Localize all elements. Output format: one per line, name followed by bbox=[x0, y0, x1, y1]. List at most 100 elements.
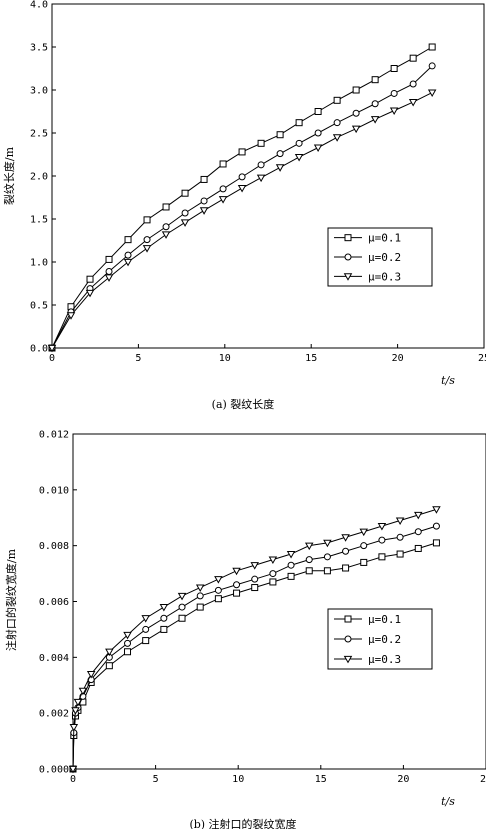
y-tick-label: 0.010 bbox=[39, 485, 69, 496]
data-point bbox=[314, 108, 322, 115]
data-point bbox=[160, 614, 168, 622]
data-point bbox=[181, 209, 189, 217]
data-point bbox=[360, 558, 368, 566]
data-point bbox=[269, 570, 277, 578]
data-point bbox=[105, 255, 113, 263]
data-point bbox=[257, 161, 265, 169]
data-point bbox=[143, 236, 151, 244]
data-point bbox=[214, 576, 223, 584]
legend-marker bbox=[344, 253, 352, 261]
data-point bbox=[276, 150, 284, 158]
data-point bbox=[123, 631, 132, 640]
y-tick-label: 0.5 bbox=[30, 301, 48, 312]
data-point bbox=[162, 223, 170, 231]
data-point bbox=[414, 511, 423, 520]
data-point bbox=[323, 539, 332, 548]
x-tick-label: 0 bbox=[49, 353, 55, 364]
data-point bbox=[196, 592, 204, 600]
data-point bbox=[256, 174, 266, 183]
y-tick-label: 0.004 bbox=[39, 653, 69, 664]
x-axis-label: t/s bbox=[441, 795, 455, 808]
data-point bbox=[378, 553, 386, 561]
data-point bbox=[142, 625, 150, 633]
data-point bbox=[377, 523, 387, 531]
legend-marker bbox=[344, 234, 352, 242]
data-point bbox=[124, 648, 132, 656]
series-line bbox=[51, 92, 433, 349]
data-point bbox=[427, 89, 437, 97]
data-point bbox=[199, 207, 209, 215]
data-point bbox=[219, 185, 227, 193]
data-point bbox=[351, 125, 361, 134]
data-point bbox=[214, 595, 222, 603]
x-axis-label: t/s bbox=[441, 374, 455, 387]
legend-label: μ=0.2 bbox=[368, 633, 401, 646]
data-point bbox=[371, 76, 379, 84]
data-point bbox=[396, 550, 404, 558]
chart-caption: (b) 注射口的裂纹宽度 bbox=[189, 817, 296, 829]
legend-label: μ=0.1 bbox=[368, 232, 401, 245]
data-point bbox=[160, 625, 168, 633]
data-point bbox=[105, 648, 114, 657]
data-point bbox=[251, 575, 259, 583]
x-tick-label: 20 bbox=[397, 774, 409, 785]
data-point bbox=[314, 129, 322, 137]
series-line bbox=[51, 65, 433, 349]
data-point bbox=[86, 275, 94, 283]
x-tick-label: 0 bbox=[70, 774, 76, 785]
x-tick-label: 15 bbox=[305, 353, 317, 364]
y-tick-label: 2.5 bbox=[30, 129, 48, 140]
series-line bbox=[51, 46, 433, 349]
data-point bbox=[295, 139, 303, 147]
data-point bbox=[143, 216, 151, 224]
data-point bbox=[305, 556, 313, 564]
legend-label: μ=0.2 bbox=[368, 251, 401, 264]
data-point bbox=[323, 553, 331, 561]
x-tick-label: 25 bbox=[478, 353, 486, 364]
plot-frame bbox=[72, 433, 486, 770]
data-point bbox=[378, 536, 386, 544]
data-point bbox=[287, 572, 295, 580]
y-tick-label: 0.008 bbox=[39, 541, 69, 552]
data-point bbox=[428, 62, 436, 70]
data-point bbox=[86, 670, 96, 679]
series-3 bbox=[68, 506, 441, 774]
data-point bbox=[359, 528, 369, 537]
data-point bbox=[66, 312, 76, 320]
data-point bbox=[105, 267, 113, 275]
data-point bbox=[342, 547, 350, 555]
data-point bbox=[304, 542, 314, 551]
data-point bbox=[432, 522, 440, 530]
legend-label: μ=0.1 bbox=[368, 613, 401, 626]
legend-marker bbox=[343, 273, 353, 281]
y-tick-label: 3.5 bbox=[30, 43, 48, 54]
data-point bbox=[360, 542, 368, 550]
data-point bbox=[68, 765, 78, 774]
legend-label: μ=0.3 bbox=[368, 270, 401, 283]
data-point bbox=[178, 614, 186, 622]
data-point bbox=[432, 506, 441, 514]
legend-marker bbox=[344, 615, 352, 623]
data-point bbox=[275, 164, 285, 172]
y-axis-label: 注射口的裂纹宽度/m bbox=[4, 548, 18, 651]
data-point bbox=[200, 197, 208, 205]
data-point bbox=[333, 96, 341, 104]
data-point bbox=[409, 54, 417, 62]
data-point bbox=[269, 578, 277, 586]
data-point bbox=[238, 173, 246, 181]
data-point bbox=[370, 116, 380, 124]
y-tick-label: 0.012 bbox=[39, 430, 69, 441]
data-point bbox=[177, 592, 187, 601]
data-point bbox=[251, 584, 259, 592]
data-point bbox=[123, 258, 133, 267]
y-tick-label: 1.0 bbox=[30, 258, 48, 269]
legend: μ=0.1 μ=0.2 μ=0.3 bbox=[327, 608, 433, 670]
data-point bbox=[395, 517, 405, 525]
data-point bbox=[195, 584, 205, 592]
data-point bbox=[390, 65, 398, 72]
y-tick-label: 0.0 bbox=[30, 344, 48, 355]
y-tick-label: 1.5 bbox=[30, 215, 48, 226]
data-point bbox=[124, 639, 132, 647]
data-point bbox=[161, 231, 171, 239]
